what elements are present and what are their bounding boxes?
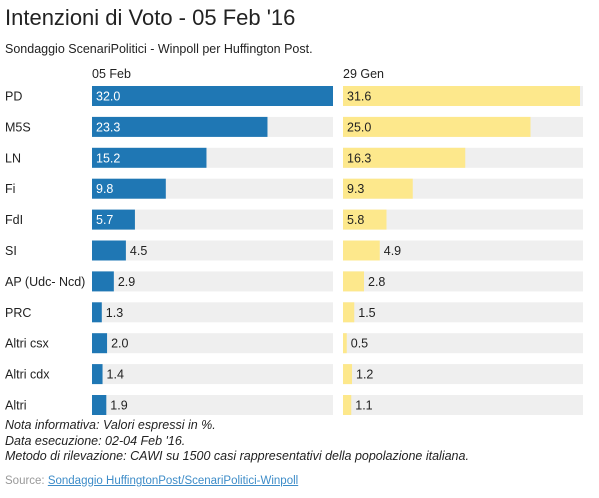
bar-05-feb-m5s xyxy=(92,116,268,137)
data-label: 16.3 xyxy=(347,151,371,165)
chart-title: Intenzioni di Voto - 05 Feb '16 xyxy=(5,5,296,30)
data-label: 2.9 xyxy=(118,275,135,289)
bar-29-gen-fdi xyxy=(343,209,387,230)
series-header-29-gen: 29 Gen xyxy=(343,67,385,81)
bar-track xyxy=(92,271,333,292)
bar-track xyxy=(92,364,333,385)
bar-track xyxy=(343,364,583,385)
bar-29-gen-altri-cdx xyxy=(343,364,352,385)
note-line: Metodo di rilevazione: CAWI su 1500 casi… xyxy=(5,449,469,463)
bar-05-feb-fdi xyxy=(92,209,135,230)
note-line: Nota informativa: Valori espressi in %. xyxy=(5,418,216,432)
bar-29-gen-pd xyxy=(343,86,580,106)
bar-track xyxy=(343,302,583,323)
bar-29-gen-si xyxy=(343,240,380,261)
bar-05-feb-ap-udc-ncd xyxy=(92,271,114,292)
bar-29-gen-prc xyxy=(343,302,355,323)
category-label-si: SI xyxy=(5,244,17,258)
category-label-fi: Fi xyxy=(5,182,15,196)
notes: Nota informativa: Valori espressi in %. … xyxy=(5,418,469,465)
bar-05-feb-altri-cdx xyxy=(92,364,103,385)
data-label: 23.3 xyxy=(96,120,120,134)
bar-track xyxy=(92,302,333,323)
bar-29-gen-fi xyxy=(343,178,413,199)
category-label-altri: Altri xyxy=(5,399,27,413)
source-prefix: Source: xyxy=(5,475,48,487)
data-label: 5.8 xyxy=(347,213,364,227)
bar-05-feb-altri-csx xyxy=(92,333,108,354)
bar-29-gen-m5s xyxy=(343,116,531,137)
bar-05-feb-pd xyxy=(92,86,333,106)
data-label: 1.9 xyxy=(110,399,127,413)
data-label: 2.0 xyxy=(111,337,128,351)
data-label: 15.2 xyxy=(96,151,120,165)
bar-29-gen-altri-csx xyxy=(343,333,347,354)
bar-track xyxy=(92,209,333,230)
data-label: 32.0 xyxy=(96,90,120,104)
data-label: 4.5 xyxy=(130,244,147,258)
category-label-ap-udc-ncd: AP (Udc- Ncd) xyxy=(5,275,85,289)
category-label-m5s: M5S xyxy=(5,120,31,134)
bar-track xyxy=(92,395,333,415)
bar-29-gen-ap-udc-ncd xyxy=(343,271,364,292)
bar-29-gen-altri xyxy=(343,395,352,415)
data-label: 1.1 xyxy=(355,399,372,413)
bar-track xyxy=(343,333,583,354)
data-label: 1.2 xyxy=(356,368,373,382)
data-label: 5.7 xyxy=(96,213,113,227)
data-label: 9.8 xyxy=(96,182,113,196)
category-label-altri-cdx: Altri cdx xyxy=(5,368,50,382)
data-label: 9.3 xyxy=(347,182,364,196)
category-label-altri-csx: Altri csx xyxy=(5,337,50,351)
data-label: 1.5 xyxy=(358,306,375,320)
bar-chart: PD 32.0 31.6 M5S 23.3 25.0 LN 15.2 16.3 Fi 9.8 9.3 F… xyxy=(5,86,583,415)
category-label-pd: PD xyxy=(5,90,22,104)
note-line: Data esecuzione: 02-04 Feb '16. xyxy=(5,433,186,448)
data-label: 1.3 xyxy=(106,306,123,320)
bar-05-feb-ln xyxy=(92,147,207,168)
series-header-05-feb: 05 Feb xyxy=(92,67,131,81)
category-label-fdi: FdI xyxy=(5,213,23,227)
source-link[interactable]: Sondaggio HuffingtonPost/ScenariPolitici… xyxy=(47,475,299,487)
chart-subtitle: Sondaggio ScenariPolitici - Winpoll per … xyxy=(5,42,313,56)
bar-track xyxy=(343,240,583,261)
data-label: 1.4 xyxy=(107,368,124,382)
data-label: 25.0 xyxy=(347,120,371,134)
bar-track xyxy=(343,209,583,230)
source-line: Source: Sondaggio HuffingtonPost/Scenari… xyxy=(5,475,298,487)
data-label: 4.9 xyxy=(384,244,401,258)
bar-05-feb-si xyxy=(92,240,126,261)
bar-29-gen-ln xyxy=(343,147,466,168)
data-label: 0.5 xyxy=(351,337,368,351)
category-label-ln: LN xyxy=(5,151,21,165)
bar-track xyxy=(343,395,583,415)
bar-05-feb-prc xyxy=(92,302,102,323)
data-label: 2.8 xyxy=(368,275,385,289)
bar-track xyxy=(92,240,333,261)
bar-05-feb-altri xyxy=(92,395,107,415)
data-label: 31.6 xyxy=(347,90,371,104)
bar-track xyxy=(92,333,333,354)
bar-track xyxy=(343,271,583,292)
bar-05-feb-fi xyxy=(92,178,166,199)
category-label-prc: PRC xyxy=(5,306,31,320)
